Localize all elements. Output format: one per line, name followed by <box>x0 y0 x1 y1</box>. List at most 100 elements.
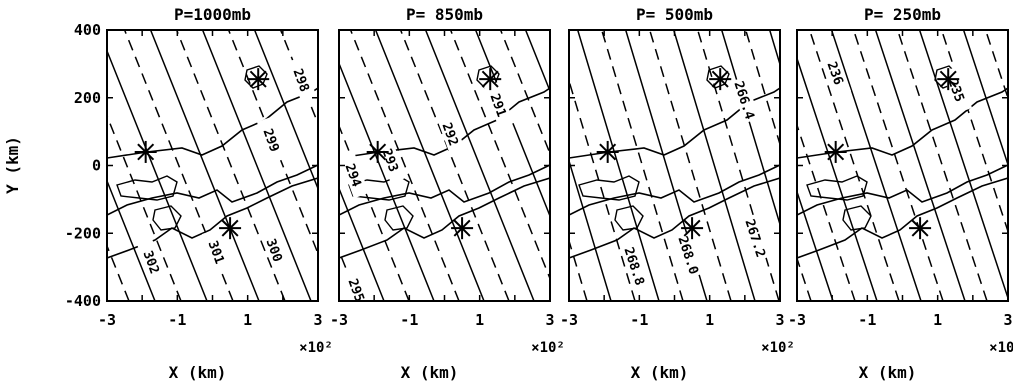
contour-label: 300 <box>263 237 285 264</box>
station-marker <box>219 217 242 240</box>
contour-line <box>918 30 1008 301</box>
panel-plot-area <box>339 30 550 301</box>
contour-line <box>830 30 922 301</box>
x-axis-label: X (km) <box>401 363 459 382</box>
station-marker <box>366 140 389 163</box>
contour-line <box>962 30 1008 168</box>
island-outline <box>116 175 178 201</box>
island-outline <box>806 175 868 201</box>
contour-line <box>576 30 660 301</box>
island-outline <box>614 205 644 231</box>
x-tick-label: 3 <box>775 311 784 329</box>
x-tick-label: 1 <box>705 311 714 329</box>
contour-line <box>175 30 286 301</box>
x-tick-label: -3 <box>560 311 578 329</box>
station-marker <box>937 68 960 91</box>
contour-line <box>569 78 636 301</box>
station-marker <box>451 217 474 240</box>
contour-line <box>896 30 988 301</box>
contour-label-bg <box>338 151 370 199</box>
coastline <box>797 164 1008 216</box>
x-tick-label: -1 <box>400 311 418 329</box>
contour-line <box>149 30 260 301</box>
coastline <box>107 164 318 216</box>
station-marker <box>247 68 270 91</box>
station-marker <box>479 68 502 91</box>
panel-plot-area <box>107 30 318 301</box>
contour-line <box>399 30 510 301</box>
contour-line <box>107 178 156 301</box>
coastline <box>797 87 1008 159</box>
contour-label: 292 <box>439 121 461 148</box>
contour-label-bg <box>674 231 704 279</box>
y-tick-label: -200 <box>65 224 101 242</box>
contour-line <box>648 30 732 301</box>
contour-label-bg <box>259 226 291 274</box>
contour-line <box>253 30 318 191</box>
contour-line <box>696 30 780 301</box>
contour-line <box>797 56 878 301</box>
island-outline <box>152 205 182 231</box>
x-multiplier: ×10² <box>299 340 333 356</box>
x-tick-label: -1 <box>168 311 186 329</box>
contour-label-bg <box>375 136 407 184</box>
panel-title: P=1000mb <box>174 5 251 24</box>
contour-line <box>374 30 485 301</box>
contour-label-bg <box>256 116 288 164</box>
island-outline <box>842 205 872 231</box>
contour-line <box>123 30 234 301</box>
coastline <box>569 177 780 259</box>
station-marker <box>709 68 732 91</box>
y-tick-label: -400 <box>65 292 101 310</box>
coastline <box>339 164 550 216</box>
contour-label-bg <box>820 49 852 97</box>
x-tick-label: -1 <box>630 311 648 329</box>
x-tick-label: 1 <box>475 311 484 329</box>
contour-label-bg <box>201 228 233 276</box>
island-outline <box>348 175 410 201</box>
station-marker <box>134 140 157 163</box>
x-tick-label: 1 <box>243 311 252 329</box>
contour-label: 298 <box>290 67 312 94</box>
island-outline <box>578 175 640 201</box>
x-multiplier: ×10² <box>761 340 795 356</box>
x-multiplier: ×10² <box>531 340 565 356</box>
panel-title: P= 850mb <box>406 5 483 24</box>
contour-label: 291 <box>487 92 509 119</box>
contour-label-bg <box>483 81 515 129</box>
contour-line <box>808 30 900 301</box>
x-tick-label: 3 <box>1003 311 1012 329</box>
contour-line <box>424 30 535 301</box>
contour-line <box>339 61 435 301</box>
station-marker <box>909 217 932 240</box>
contour-line <box>458 30 539 301</box>
contour-label-bg <box>136 238 168 286</box>
contour-line <box>672 30 756 301</box>
y-tick-label: 0 <box>92 157 101 175</box>
panel-plot-area <box>797 30 1008 301</box>
panel-title: P= 500mb <box>636 5 713 24</box>
coastline <box>797 177 1008 259</box>
contour-line <box>524 30 550 94</box>
x-multiplier: ×10² <box>989 340 1013 356</box>
contour-label-bg <box>435 110 467 158</box>
contour-line <box>499 30 550 156</box>
station-marker <box>681 217 704 240</box>
x-tick-label: -3 <box>98 311 116 329</box>
contour-label-bg <box>730 76 760 124</box>
contour-label-bg <box>741 214 771 262</box>
panel-title: P= 250mb <box>864 5 941 24</box>
contour-label: 301 <box>205 239 227 266</box>
x-axis-label: X (km) <box>859 363 917 382</box>
coastline <box>339 177 550 259</box>
island-outline <box>384 205 414 231</box>
y-tick-label: 200 <box>74 89 101 107</box>
contour-line <box>201 30 312 301</box>
contour-line <box>874 30 966 301</box>
contour-line <box>349 30 460 301</box>
x-tick-label: 3 <box>545 311 554 329</box>
